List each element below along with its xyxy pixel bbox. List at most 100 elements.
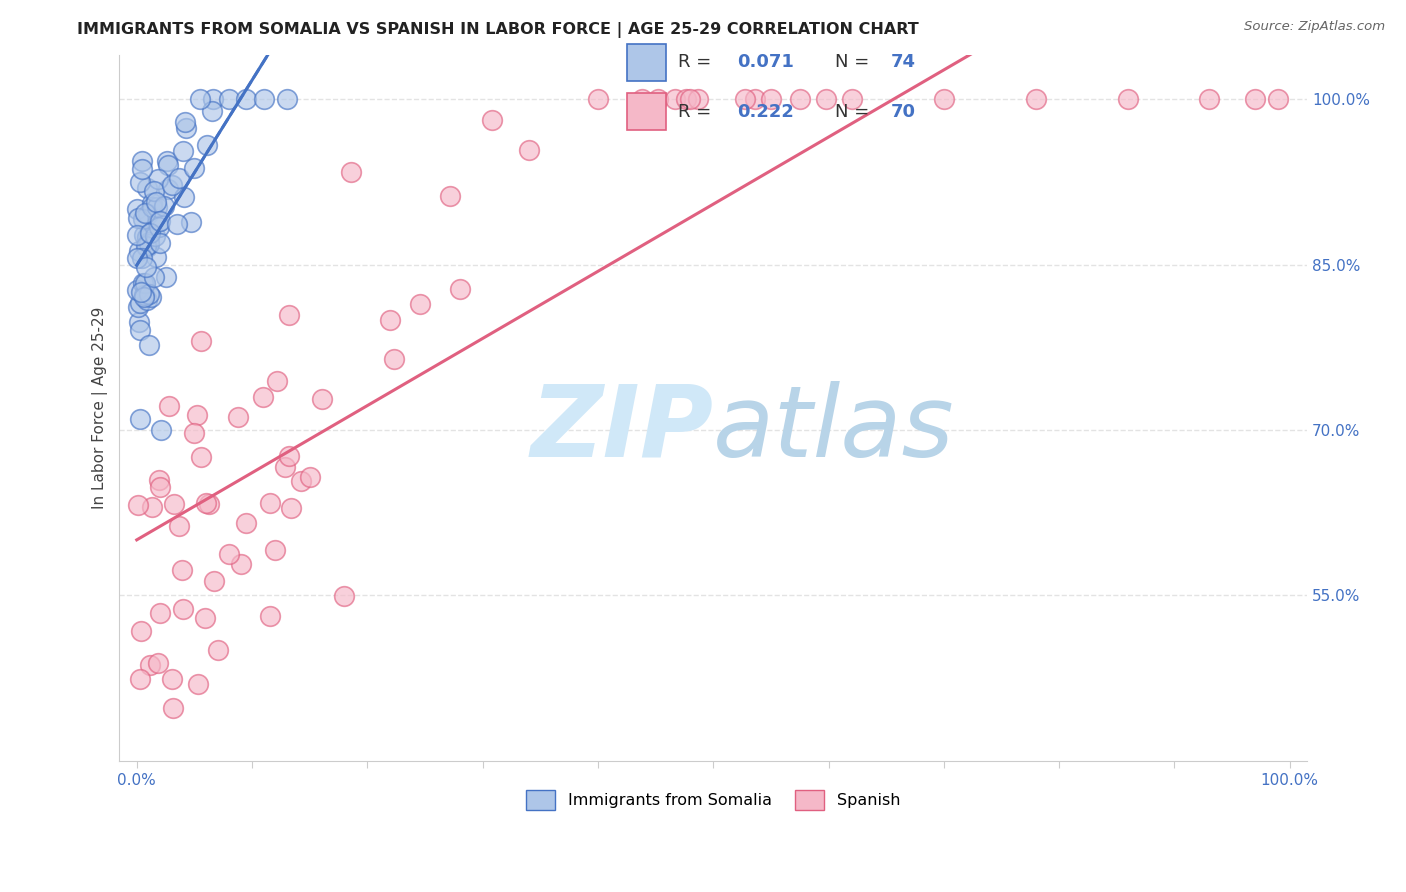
Point bbox=[198, 497, 221, 511]
Text: atlas: atlas bbox=[713, 381, 955, 477]
Point bbox=[481, 112, 503, 127]
Point bbox=[127, 283, 149, 297]
Point bbox=[139, 658, 162, 673]
Point bbox=[138, 231, 160, 245]
Point bbox=[264, 542, 287, 557]
Text: R =: R = bbox=[678, 54, 717, 71]
Point bbox=[129, 672, 152, 686]
Y-axis label: In Labor Force | Age 25-29: In Labor Force | Age 25-29 bbox=[93, 307, 108, 509]
Point bbox=[156, 158, 179, 172]
Point bbox=[138, 236, 160, 251]
Point bbox=[170, 563, 193, 577]
Point bbox=[135, 240, 157, 254]
Point bbox=[630, 92, 652, 106]
Point bbox=[143, 184, 166, 198]
Point bbox=[146, 215, 169, 229]
Point bbox=[218, 92, 240, 106]
Point bbox=[190, 450, 212, 464]
Point bbox=[586, 92, 609, 106]
Point bbox=[131, 624, 153, 639]
Point bbox=[259, 608, 281, 623]
Point bbox=[146, 657, 169, 671]
Point bbox=[145, 200, 167, 214]
Point bbox=[1267, 92, 1289, 106]
Text: IMMIGRANTS FROM SOMALIA VS SPANISH IN LABOR FORCE | AGE 25-29 CORRELATION CHART: IMMIGRANTS FROM SOMALIA VS SPANISH IN LA… bbox=[77, 22, 920, 38]
Point bbox=[138, 337, 160, 351]
Text: 74: 74 bbox=[890, 54, 915, 71]
Point bbox=[136, 293, 159, 308]
Point bbox=[127, 300, 149, 314]
Text: ZIP: ZIP bbox=[530, 381, 713, 477]
Point bbox=[180, 215, 202, 229]
Point bbox=[173, 115, 195, 129]
Point bbox=[145, 194, 167, 209]
Point bbox=[150, 423, 173, 437]
Point bbox=[439, 188, 461, 202]
Point bbox=[134, 276, 156, 290]
Point bbox=[162, 701, 184, 715]
Point bbox=[131, 211, 153, 226]
Point bbox=[276, 92, 298, 106]
Point bbox=[277, 449, 299, 463]
Point bbox=[131, 252, 153, 266]
Point bbox=[131, 285, 153, 299]
Point bbox=[135, 260, 157, 274]
Point bbox=[132, 276, 155, 290]
Point bbox=[266, 374, 288, 388]
Point bbox=[174, 121, 197, 136]
Point bbox=[163, 497, 186, 511]
Point bbox=[679, 92, 702, 106]
Point bbox=[138, 235, 160, 249]
Text: 0.071: 0.071 bbox=[737, 54, 793, 71]
Point bbox=[155, 269, 177, 284]
Point bbox=[449, 282, 471, 296]
Point bbox=[274, 460, 297, 475]
Point bbox=[231, 558, 253, 572]
Point bbox=[932, 92, 955, 106]
Point bbox=[145, 251, 167, 265]
Point bbox=[153, 199, 176, 213]
Point bbox=[129, 296, 152, 310]
Point bbox=[675, 92, 697, 106]
Point bbox=[195, 138, 218, 153]
Point bbox=[129, 412, 152, 426]
Point bbox=[141, 500, 163, 515]
Point bbox=[138, 207, 160, 221]
Text: 0.222: 0.222 bbox=[737, 103, 793, 120]
Point bbox=[409, 296, 432, 310]
Point bbox=[190, 334, 212, 348]
FancyBboxPatch shape bbox=[627, 93, 666, 130]
Point bbox=[149, 480, 172, 494]
Point bbox=[127, 228, 149, 243]
Point bbox=[382, 351, 405, 366]
Point bbox=[135, 230, 157, 244]
Point bbox=[141, 290, 163, 304]
Point bbox=[194, 496, 217, 510]
Point bbox=[128, 175, 150, 189]
Point bbox=[172, 144, 194, 158]
Point bbox=[1198, 92, 1220, 106]
Text: N =: N = bbox=[835, 103, 875, 120]
Point bbox=[188, 92, 211, 106]
Point bbox=[143, 228, 166, 243]
Point bbox=[1244, 92, 1267, 106]
Point bbox=[218, 547, 240, 561]
Point bbox=[162, 178, 184, 192]
Point bbox=[127, 498, 149, 512]
Point bbox=[129, 323, 152, 337]
Point bbox=[131, 161, 153, 176]
Point bbox=[201, 92, 224, 106]
Point bbox=[138, 287, 160, 301]
Point bbox=[166, 217, 188, 231]
Point bbox=[744, 92, 766, 106]
Text: N =: N = bbox=[835, 54, 875, 71]
Point bbox=[186, 408, 208, 422]
Point bbox=[157, 399, 180, 413]
Point bbox=[252, 92, 274, 106]
Legend: Immigrants from Somalia, Spanish: Immigrants from Somalia, Spanish bbox=[520, 784, 907, 816]
Point bbox=[814, 92, 837, 106]
Point bbox=[280, 500, 302, 515]
Point bbox=[333, 589, 356, 603]
Point bbox=[202, 574, 225, 588]
Point bbox=[201, 104, 224, 119]
